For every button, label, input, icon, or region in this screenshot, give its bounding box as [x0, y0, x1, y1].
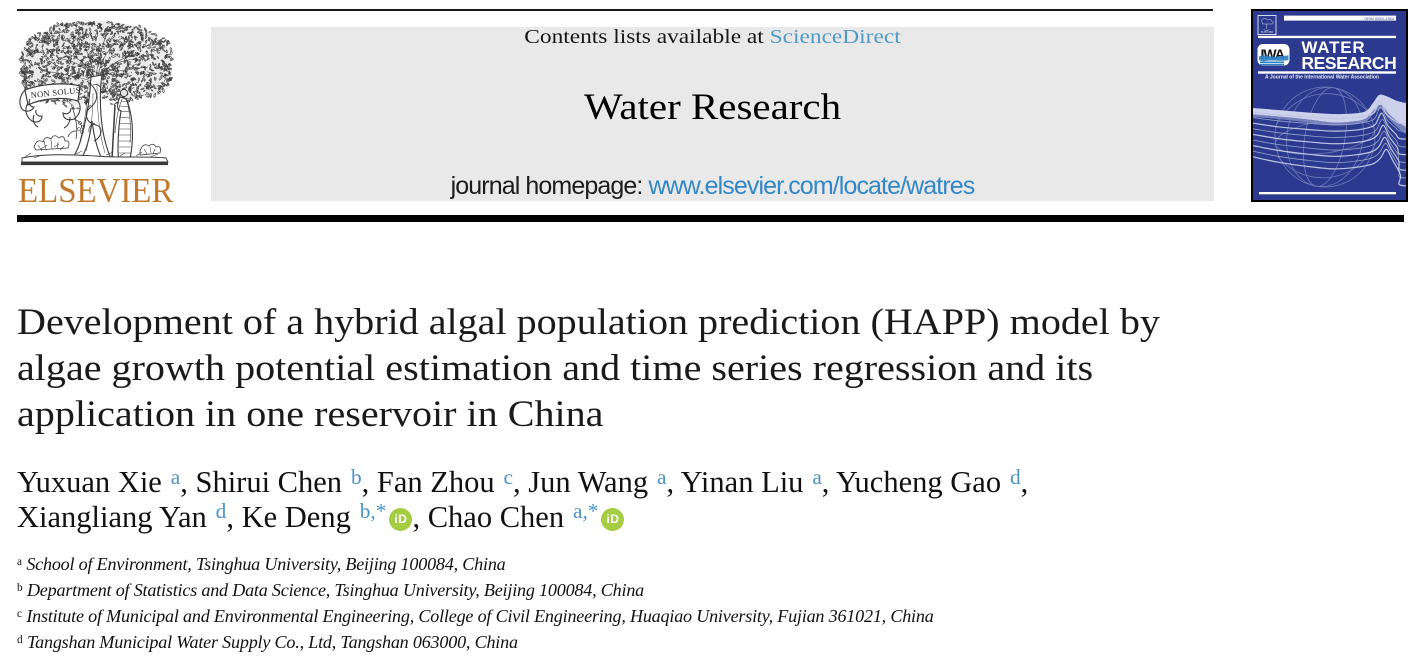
svg-text:A Journal of the International: A Journal of the International Water Ass… [1265, 74, 1379, 80]
svg-text:WATER: WATER [1301, 38, 1365, 57]
svg-text:ISSN 0043-1354: ISSN 0043-1354 [1364, 16, 1394, 21]
svg-text:RESEARCH: RESEARCH [1301, 53, 1396, 73]
svg-text:ELSEVIER: ELSEVIER [1261, 31, 1274, 34]
